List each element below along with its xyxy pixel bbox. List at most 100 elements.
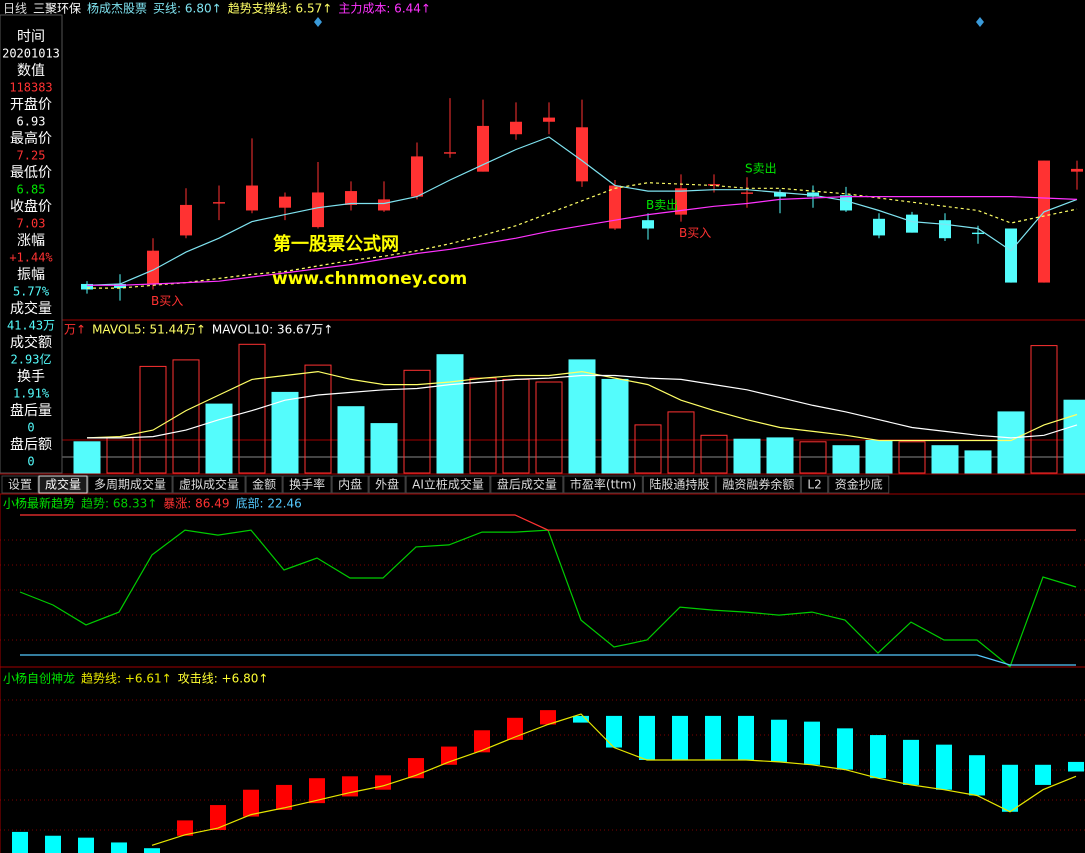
tab[interactable]: 成交量 bbox=[38, 475, 88, 494]
tab-box[interactable] bbox=[490, 475, 564, 494]
tab-label[interactable]: 融资融券余额 bbox=[722, 477, 794, 492]
volume-bar bbox=[304, 364, 332, 474]
info-value: 20201013 bbox=[2, 47, 60, 61]
trend-bar bbox=[903, 739, 919, 785]
trend-bar bbox=[738, 715, 754, 760]
tab-box[interactable] bbox=[715, 475, 801, 494]
tab[interactable]: 虚拟成交量 bbox=[172, 475, 246, 494]
volume-bar bbox=[799, 441, 827, 474]
legend-entry: 趋势: 68.33↑ bbox=[81, 497, 157, 511]
volume-bar bbox=[997, 411, 1025, 474]
tab[interactable]: 融资融券余额 bbox=[715, 475, 801, 494]
tab[interactable]: 盘后成交量 bbox=[490, 475, 564, 494]
signal-label: B买入 bbox=[679, 226, 711, 240]
tab[interactable]: 资金抄底 bbox=[828, 475, 890, 494]
signal-label: B买入 bbox=[151, 294, 183, 308]
tab-label[interactable]: 市盈率(ttm) bbox=[570, 477, 636, 492]
tab-label[interactable]: 内盘 bbox=[338, 477, 362, 492]
signal-label: B卖出 bbox=[646, 198, 678, 212]
volume-bar bbox=[139, 365, 167, 474]
tab-box[interactable] bbox=[245, 475, 283, 494]
info-value: 41.43万 bbox=[7, 319, 55, 333]
info-value: +1.44% bbox=[9, 251, 53, 265]
series-line bbox=[87, 182, 1078, 289]
volume-bar bbox=[568, 359, 596, 474]
candle-body bbox=[345, 191, 357, 205]
trend-bar bbox=[210, 805, 226, 830]
candle-body bbox=[576, 127, 588, 182]
tab-label[interactable]: AI立桩成交量 bbox=[412, 477, 484, 492]
candle-body bbox=[477, 125, 489, 172]
volume-bar bbox=[931, 445, 959, 474]
trend-bar bbox=[276, 784, 292, 810]
panel-title: 万↑ bbox=[64, 323, 86, 337]
trend-bar bbox=[573, 715, 589, 723]
volume-bar bbox=[733, 438, 761, 474]
tab[interactable]: 外盘 bbox=[368, 475, 406, 494]
tab[interactable]: 金额 bbox=[245, 475, 283, 494]
tab-label[interactable]: 虚拟成交量 bbox=[179, 477, 239, 492]
tab-box[interactable] bbox=[828, 475, 890, 494]
tab-box[interactable] bbox=[1, 475, 39, 494]
trend-bar bbox=[804, 721, 820, 765]
candle-body bbox=[807, 192, 819, 197]
info-value: 0 bbox=[27, 421, 34, 435]
info-value: 118383 bbox=[9, 81, 52, 95]
watermark: 第一股票公式网 bbox=[273, 233, 399, 255]
tab[interactable]: 换手率 bbox=[282, 475, 332, 494]
stock-name: 三聚环保 bbox=[33, 2, 81, 16]
tab[interactable]: 市盈率(ttm) bbox=[563, 475, 643, 494]
tab[interactable]: 内盘 bbox=[331, 475, 369, 494]
series-line bbox=[151, 713, 1077, 846]
tab-label[interactable]: 多周期成交量 bbox=[94, 477, 166, 492]
candle-body bbox=[708, 184, 720, 186]
info-label: 盘后量 bbox=[10, 402, 52, 419]
trend-bar bbox=[936, 744, 952, 790]
volume-bar bbox=[403, 369, 431, 474]
candle-body bbox=[213, 202, 225, 204]
trend-bar bbox=[639, 715, 655, 760]
tab-box[interactable] bbox=[405, 475, 491, 494]
volume-bar bbox=[667, 411, 695, 474]
legend-entry: 趋势支撑线: 6.57↑ bbox=[228, 1, 333, 16]
volume-bar bbox=[700, 434, 728, 474]
tab[interactable]: L2 bbox=[800, 475, 829, 494]
tab-box[interactable] bbox=[282, 475, 332, 494]
trend-bar bbox=[78, 837, 94, 853]
tab-label[interactable]: 陆股通持股 bbox=[649, 477, 709, 492]
trend-bar bbox=[1002, 764, 1018, 812]
series-line bbox=[86, 370, 1078, 442]
trend-bar bbox=[45, 835, 61, 853]
tab-box[interactable] bbox=[368, 475, 406, 494]
tab-box[interactable] bbox=[172, 475, 246, 494]
volume-bar bbox=[832, 445, 860, 474]
volume-bar bbox=[535, 381, 563, 474]
tab-box[interactable] bbox=[642, 475, 716, 494]
tab-label[interactable]: 换手率 bbox=[289, 477, 325, 492]
tab[interactable]: 设置 bbox=[1, 475, 39, 494]
tab-label[interactable]: L2 bbox=[807, 478, 821, 492]
tab-label[interactable]: 金额 bbox=[252, 477, 276, 492]
tab-label[interactable]: 设置 bbox=[8, 478, 32, 492]
tab-label[interactable]: 资金抄底 bbox=[835, 477, 883, 492]
tab-label[interactable]: 盘后成交量 bbox=[497, 477, 557, 492]
candle-body bbox=[510, 121, 522, 135]
tab-box[interactable] bbox=[563, 475, 643, 494]
tab-box[interactable] bbox=[38, 475, 88, 494]
tab-box[interactable] bbox=[331, 475, 369, 494]
tab-label[interactable]: 成交量 bbox=[45, 477, 81, 492]
candle-body bbox=[1005, 228, 1017, 283]
trend-bar bbox=[474, 730, 490, 753]
tab[interactable]: AI立桩成交量 bbox=[405, 475, 491, 494]
tab[interactable]: 多周期成交量 bbox=[87, 475, 173, 494]
info-label: 数值 bbox=[17, 63, 45, 79]
trend-bar bbox=[309, 778, 325, 804]
candle-body bbox=[147, 250, 159, 284]
volume-bar bbox=[73, 441, 101, 474]
tab-label[interactable]: 外盘 bbox=[375, 477, 399, 492]
volume-bar bbox=[601, 378, 629, 474]
tab-box[interactable] bbox=[800, 475, 829, 494]
tab-box[interactable] bbox=[87, 475, 173, 494]
tab[interactable]: 陆股通持股 bbox=[642, 475, 716, 494]
